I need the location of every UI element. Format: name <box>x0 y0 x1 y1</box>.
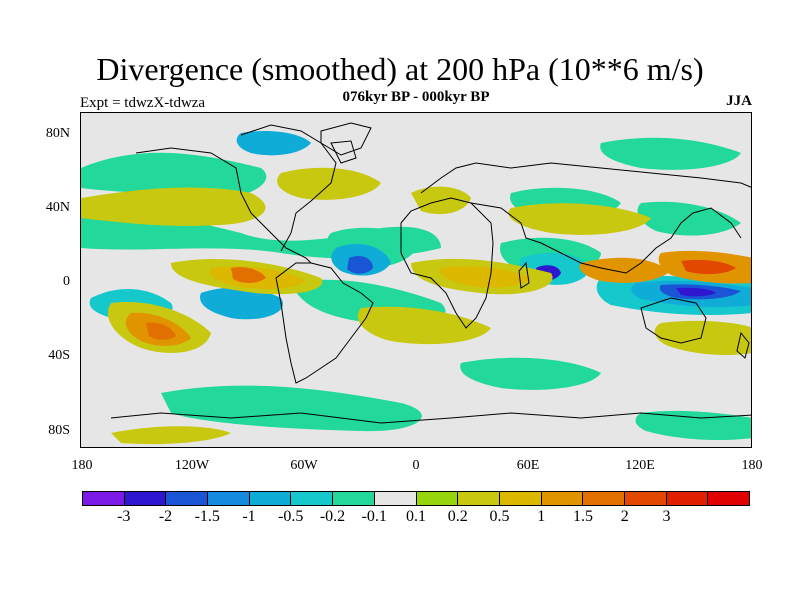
colorbar-tick-label: 3 <box>662 508 671 525</box>
lat-label-80n: 80N <box>45 126 70 141</box>
colorbar-swatch <box>624 492 667 505</box>
map-plot-area <box>80 112 752 448</box>
coastlines <box>110 122 751 424</box>
colorbar-tick-label: 0.5 <box>489 508 510 525</box>
colorbar-swatch <box>666 492 709 505</box>
divergence-patch <box>635 410 751 441</box>
lat-label-40n: 40N <box>45 200 70 215</box>
divergence-patch <box>508 203 651 235</box>
colorbar-swatch <box>333 492 375 505</box>
season-label: JJA <box>726 93 752 109</box>
divergence-patch <box>681 259 736 275</box>
colorbar-swatch <box>708 492 749 505</box>
lon-label-60e: 60E <box>516 458 540 473</box>
colorbar-tick-label: -2 <box>158 508 173 525</box>
lon-label-180w: 180 <box>71 458 93 473</box>
divergence-patch <box>579 257 671 283</box>
colorbar-swatch <box>124 492 167 505</box>
lon-label-0: 0 <box>412 458 420 473</box>
lat-label-40s: 40S <box>48 348 70 363</box>
experiment-label: Expt = tdwzX-tdwza <box>80 95 206 111</box>
divergence-field <box>81 131 751 445</box>
colorbar-tick-label: -3 <box>117 508 131 525</box>
divergence-patch <box>654 320 751 355</box>
colorbar-tick-label: 0.2 <box>447 508 468 525</box>
colorbar-swatch <box>583 492 625 505</box>
divergence-patch <box>81 187 266 226</box>
lon-label-120e: 120E <box>625 458 655 473</box>
divergence-patch <box>81 152 267 199</box>
colorbar-tick-label: -0.1 <box>361 508 387 525</box>
divergence-patch <box>347 256 373 274</box>
colorbar-tick-label: 1.5 <box>573 508 593 525</box>
divergence-patch <box>277 167 381 200</box>
colorbar-tick-label: -0.2 <box>319 508 346 525</box>
divergence-patch <box>600 137 741 170</box>
lat-label-equator: 0 <box>63 274 70 289</box>
colorbar-swatch <box>166 492 209 505</box>
lat-label-80s: 80S <box>48 423 70 438</box>
divergence-patch <box>231 267 266 283</box>
divergence-patch <box>460 357 601 390</box>
colorbar-swatch <box>83 492 125 505</box>
period-subtitle: 076kyr BP - 000kyr BP <box>342 89 490 105</box>
colorbar-tick-label: -1 <box>242 508 256 525</box>
divergence-patch <box>676 287 716 297</box>
colorbar-tick-label: -1.5 <box>194 508 220 525</box>
divergence-patch <box>200 287 283 320</box>
divergence-patch <box>146 322 176 340</box>
divergence-patch <box>637 201 741 236</box>
colorbar-tick-label: 0.1 <box>406 508 426 525</box>
lon-label-180e: 180 <box>741 458 763 473</box>
colorbar-swatch <box>499 492 542 505</box>
lon-label-60w: 60W <box>290 458 318 473</box>
colorbar-swatch <box>541 492 584 505</box>
divergence-patch <box>236 131 311 156</box>
colorbar-swatch <box>374 492 417 505</box>
colorbar <box>82 491 750 506</box>
colorbar-tick-label: -0.5 <box>278 508 304 525</box>
colorbar-swatch <box>458 492 500 505</box>
divergence-patch <box>111 426 231 445</box>
plot-title: Divergence (smoothed) at 200 hPa (10**6 … <box>96 51 704 87</box>
colorbar-swatch <box>416 492 459 505</box>
colorbar-tick-label: 2 <box>620 508 629 525</box>
divergence-patch <box>440 266 531 288</box>
colorbar-swatch <box>291 492 334 505</box>
colorbar-swatch <box>208 492 250 505</box>
colorbar-swatch <box>249 492 292 505</box>
lon-label-120w: 120W <box>174 458 210 473</box>
colorbar-tick-label: 1 <box>537 508 546 525</box>
divergence-map <box>81 113 751 447</box>
